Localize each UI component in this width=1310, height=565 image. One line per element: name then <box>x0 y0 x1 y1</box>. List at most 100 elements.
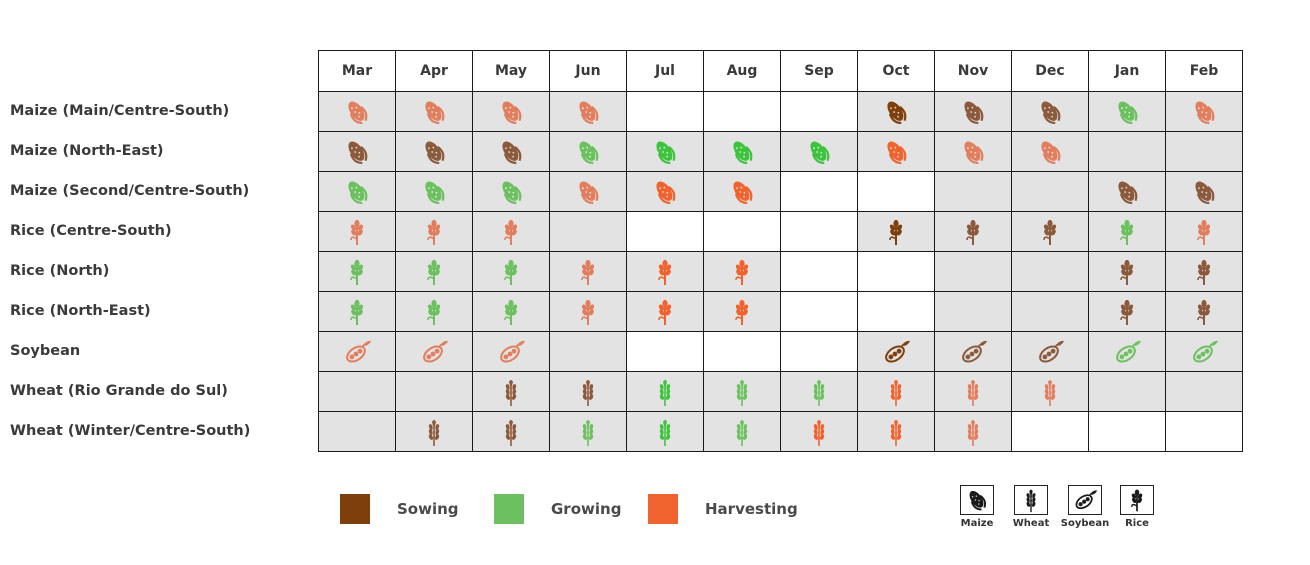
calendar-cell <box>857 411 935 452</box>
rice-icon <box>496 257 526 287</box>
calendar-cell <box>1165 411 1243 452</box>
rice-icon <box>727 257 757 287</box>
month-header-oct: Oct <box>857 50 935 92</box>
crop-calendar-table: Mar Apr May Jun Jul Aug Sep Oct Nov Dec Jan Feb <box>318 50 1243 452</box>
rice-icon <box>1112 257 1142 287</box>
calendar-cell <box>1088 291 1166 332</box>
calendar-cell <box>1011 131 1089 172</box>
rice-icon <box>496 217 526 247</box>
wheat-icon <box>573 377 603 407</box>
calendar-cell <box>780 171 858 212</box>
rice-icon <box>1120 485 1154 515</box>
calendar-cell <box>626 251 704 292</box>
calendar-cell <box>780 91 858 132</box>
calendar-cell <box>472 211 550 252</box>
calendar-cell <box>1088 331 1166 372</box>
maize-icon <box>496 97 526 127</box>
rice-icon <box>1189 257 1219 287</box>
soybean-icon <box>1035 337 1065 367</box>
calendar-row <box>318 211 1243 252</box>
calendar-cell <box>318 411 396 452</box>
calendar-cell <box>703 171 781 212</box>
maize-icon <box>804 137 834 167</box>
calendar-cell <box>857 211 935 252</box>
calendar-cell <box>395 91 473 132</box>
calendar-cell <box>1011 251 1089 292</box>
calendar-cell <box>703 411 781 452</box>
calendar-cell <box>780 371 858 412</box>
rice-icon <box>1035 217 1065 247</box>
rice-icon <box>881 217 911 247</box>
wheat-icon <box>804 377 834 407</box>
calendar-cell <box>934 371 1012 412</box>
wheat-icon <box>727 377 757 407</box>
wheat-icon <box>496 417 526 447</box>
calendar-cell <box>1011 211 1089 252</box>
calendar-row <box>318 91 1243 132</box>
calendar-cell <box>626 331 704 372</box>
calendar-cell <box>1011 291 1089 332</box>
wheat-icon <box>958 417 988 447</box>
calendar-cell <box>780 411 858 452</box>
calendar-cell <box>780 291 858 332</box>
calendar-row <box>318 331 1243 372</box>
rice-icon <box>1189 297 1219 327</box>
rice-icon <box>1112 217 1142 247</box>
row-label: Maize (North-East) <box>10 143 164 159</box>
calendar-cell <box>549 371 627 412</box>
calendar-cell <box>934 131 1012 172</box>
rice-icon <box>419 257 449 287</box>
soybean-icon <box>419 337 449 367</box>
calendar-cell <box>934 171 1012 212</box>
calendar-cell <box>1165 91 1243 132</box>
row-label: Rice (Centre-South) <box>10 223 172 239</box>
wheat-icon <box>650 377 680 407</box>
maize-icon <box>573 97 603 127</box>
soybean-icon <box>496 337 526 367</box>
maize-icon <box>573 177 603 207</box>
calendar-cell <box>395 251 473 292</box>
wheat-icon <box>496 377 526 407</box>
calendar-cell <box>626 211 704 252</box>
calendar-cell <box>318 251 396 292</box>
calendar-cell <box>1165 251 1243 292</box>
calendar-cell <box>934 291 1012 332</box>
calendar-cell <box>1011 171 1089 212</box>
calendar-cell <box>780 331 858 372</box>
calendar-cell <box>318 211 396 252</box>
rice-icon <box>958 217 988 247</box>
calendar-cell <box>395 291 473 332</box>
maize-icon <box>650 137 680 167</box>
calendar-cell <box>472 371 550 412</box>
maize-icon <box>342 137 372 167</box>
row-label: Rice (North) <box>10 263 110 279</box>
calendar-cell <box>780 251 858 292</box>
calendar-cell <box>703 291 781 332</box>
maize-icon <box>881 97 911 127</box>
calendar-cell <box>780 131 858 172</box>
wheat-icon <box>881 377 911 407</box>
calendar-cell <box>1088 131 1166 172</box>
legend-swatch-growing <box>494 494 524 524</box>
maize-icon <box>573 137 603 167</box>
calendar-row <box>318 171 1243 212</box>
calendar-cell <box>549 131 627 172</box>
calendar-row <box>318 411 1243 452</box>
key-item-rice: Rice <box>1109 485 1165 529</box>
month-header-sep: Sep <box>780 50 858 92</box>
maize-icon <box>419 177 449 207</box>
rice-icon <box>727 297 757 327</box>
calendar-cell <box>1088 371 1166 412</box>
calendar-cell <box>1088 251 1166 292</box>
calendar-cell <box>318 131 396 172</box>
calendar-cell <box>1011 371 1089 412</box>
rice-icon <box>496 297 526 327</box>
calendar-cell <box>1165 291 1243 332</box>
rice-icon <box>1112 297 1142 327</box>
calendar-cell <box>1088 211 1166 252</box>
calendar-cell <box>549 291 627 332</box>
soybean-icon <box>1112 337 1142 367</box>
rice-icon <box>1189 217 1219 247</box>
key-label-wheat: Wheat <box>1012 518 1050 529</box>
key-item-maize: Maize <box>949 485 1005 529</box>
